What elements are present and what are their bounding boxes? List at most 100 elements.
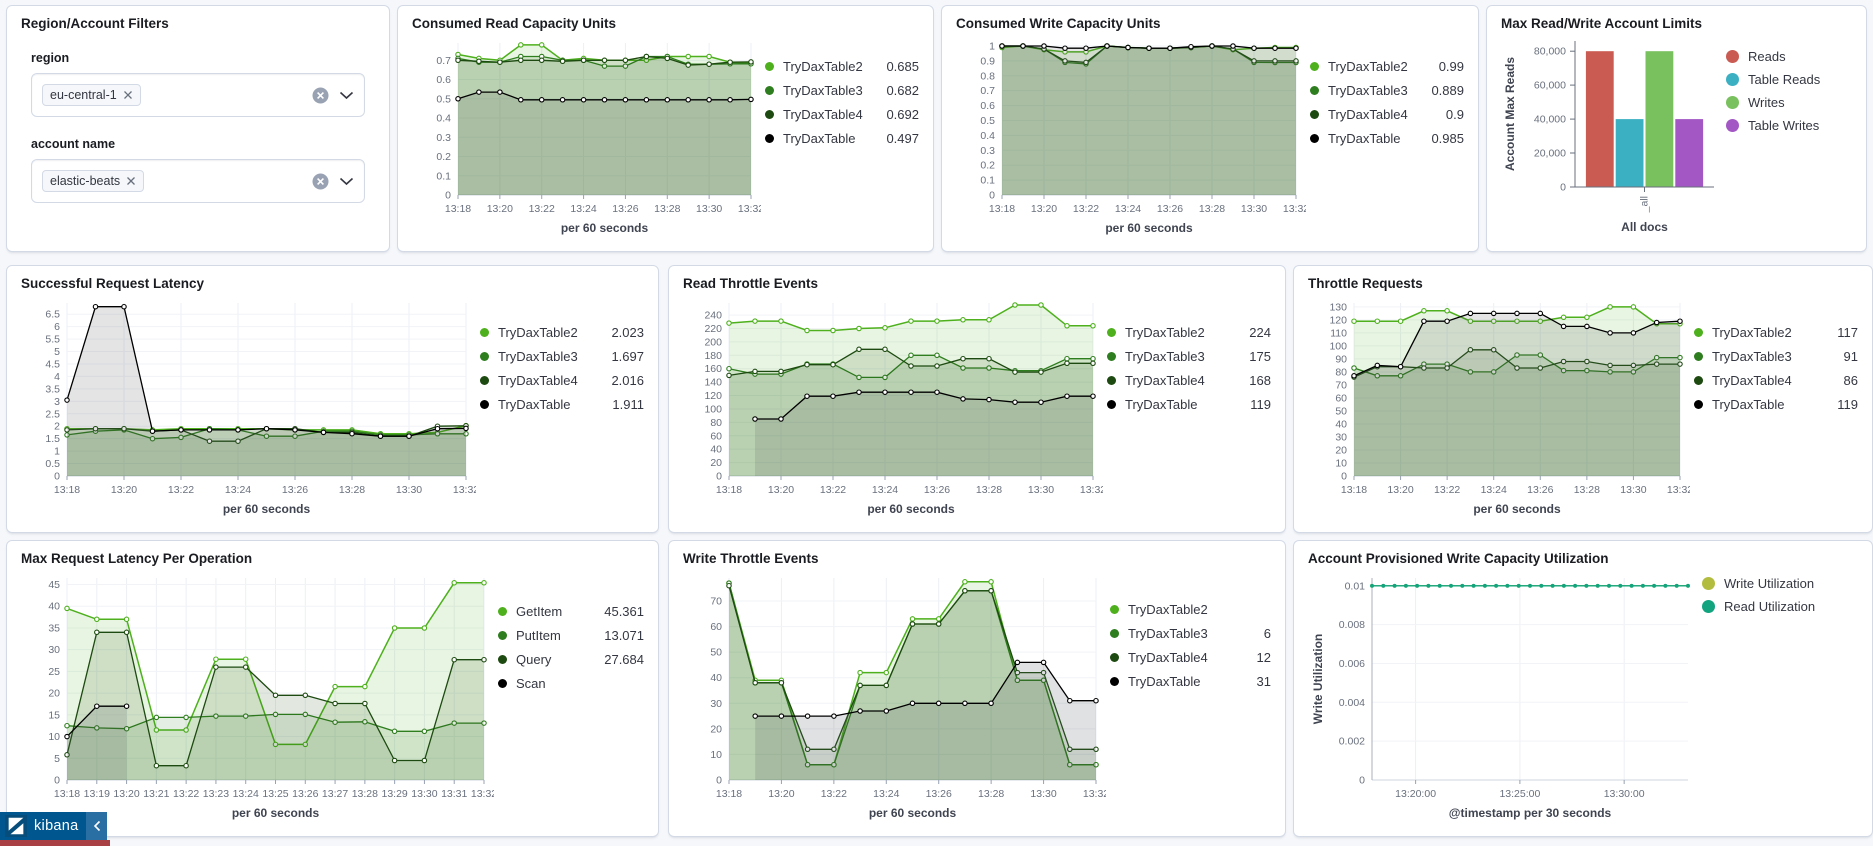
svg-text:0: 0 [54,471,60,483]
svg-text:15: 15 [48,709,60,721]
clear-selection-icon[interactable] [312,173,329,190]
svg-text:1.5: 1.5 [45,433,60,445]
legend-dot [480,400,489,409]
legend-item[interactable]: TryDaxTable3 91 [1694,349,1858,364]
legend-item[interactable]: Reads [1726,49,1852,64]
svg-text:50: 50 [710,647,722,659]
legend-item[interactable]: TryDaxTable4 2.016 [480,373,644,388]
legend-item[interactable]: TryDaxTable2 [1110,602,1271,617]
panel-title: Account Provisioned Write Capacity Utili… [1308,551,1609,566]
legend-value: 45.361 [604,604,644,619]
svg-text:90: 90 [1335,353,1347,365]
legend-label: TryDaxTable3 [1328,83,1408,98]
chevron-down-icon[interactable] [339,177,354,186]
svg-text:13:32: 13:32 [1080,484,1103,496]
legend-item[interactable]: TryDaxTable3 175 [1107,349,1271,364]
legend-item[interactable]: TryDaxTable4 0.692 [765,107,919,122]
legend-item[interactable]: TryDaxTable4 168 [1107,373,1271,388]
legend-label: GetItem [516,604,563,619]
legend-item[interactable]: Read Utilization [1702,599,1858,614]
svg-text:20: 20 [710,723,722,735]
max-read-write-limits-chart[interactable]: 0 20,000 40,000 60,000 80,000 _all All docs Acc… [1501,31,1722,243]
legend-label: TryDaxTable [1125,397,1198,412]
legend-item[interactable]: TryDaxTable4 0.9 [1310,107,1464,122]
account-name-combobox[interactable]: elastic-beats [31,159,365,203]
legend-item[interactable]: TryDaxTable2 2.023 [480,325,644,340]
region-combobox[interactable]: eu-central-1 [31,73,365,117]
legend-item[interactable]: Scan [498,676,644,691]
legend-item[interactable]: TryDaxTable4 12 [1110,650,1271,665]
legend-item[interactable]: PutItem 13.071 [498,628,644,643]
svg-text:13:25: 13:25 [262,788,288,800]
legend-dot [1726,50,1739,63]
account-name-pill[interactable]: elastic-beats [42,170,145,192]
svg-text:13:26: 13:26 [924,484,950,496]
legend-item[interactable]: TryDaxTable 0.497 [765,131,919,146]
legend-value: 27.684 [604,652,644,667]
legend-item[interactable]: TryDaxTable2 117 [1694,325,1858,340]
svg-text:0: 0 [445,190,451,202]
account-name-pill-label: elastic-beats [50,174,121,188]
legend-item[interactable]: TryDaxTable4 86 [1694,373,1858,388]
svg-text:13:24: 13:24 [233,788,259,800]
svg-text:0.1: 0.1 [980,175,995,187]
svg-text:13:18: 13:18 [989,203,1015,215]
max-request-latency-chart[interactable]: 0 5 10 15 20 25 30 35 40 45 13:18 13:19 13:20 13:21 13… [21,566,494,828]
legend-value: 0.682 [886,83,919,98]
legend-item[interactable]: TryDaxTable3 1.697 [480,349,644,364]
svg-text:30: 30 [48,644,60,656]
consumed-read-capacity-chart[interactable]: 0 0.1 0.2 0.3 0.4 0.5 0.6 0.7 13:18 13:20 13:22 13:… [412,31,761,243]
svg-text:0: 0 [716,471,722,483]
legend-value: 0.985 [1431,131,1464,146]
consumed-write-capacity-chart[interactable]: 0 0.1 0.2 0.3 0.4 0.5 0.6 0.7 0.8 0.9 1 13:18 13:20 1… [956,31,1306,243]
svg-text:13:32: 13:32 [738,203,761,215]
legend-item[interactable]: TryDaxTable3 0.889 [1310,83,1464,98]
collapse-nav-button[interactable] [86,812,107,840]
svg-text:20: 20 [48,688,60,700]
remove-pill-icon[interactable] [126,176,136,186]
legend-dot [765,62,774,71]
chart-legend: Reads Table Reads Writes Table Writes [1722,31,1852,243]
legend-value: 13.071 [604,628,644,643]
legend-item[interactable]: TryDaxTable3 0.682 [765,83,919,98]
legend-item[interactable]: Table Reads [1726,72,1852,87]
svg-text:13:29: 13:29 [382,788,408,800]
chevron-down-icon[interactable] [339,91,354,100]
remove-pill-icon[interactable] [123,90,133,100]
panel-consumed-read-capacity-units: Consumed Read Capacity Units 0 0.1 0.2 0.3 0… [397,5,934,252]
legend-item[interactable]: Query 27.684 [498,652,644,667]
legend-item[interactable]: TryDaxTable 31 [1110,674,1271,689]
legend-label: Read Utilization [1724,599,1816,614]
svg-text:13:24: 13:24 [225,484,251,496]
legend-item[interactable]: TryDaxTable 119 [1694,397,1858,412]
legend-item[interactable]: Writes [1726,95,1852,110]
legend-item[interactable]: TryDaxTable 0.985 [1310,131,1464,146]
legend-item[interactable]: TryDaxTable2 0.685 [765,59,919,74]
clear-selection-icon[interactable] [312,87,329,104]
legend-item[interactable]: TryDaxTable 1.911 [480,397,644,412]
legend-label: Reads [1748,49,1786,64]
legend-item[interactable]: GetItem 45.361 [498,604,644,619]
write-capacity-utilization-chart[interactable]: 0 0.002 0.004 0.006 0.008 0.01 13:20:00 13:25:0… [1308,566,1698,828]
write-throttle-events-chart[interactable]: 0 10 20 30 40 50 60 70 13:18 13:20 13:22 13:24 13:26… [683,566,1106,828]
successful-request-latency-chart[interactable]: 00.511.522.533.544.555.566.5 13:18 13:20 13… [21,291,476,524]
legend-dot [1110,629,1119,638]
svg-text:0.5: 0.5 [45,458,60,470]
svg-text:13:28: 13:28 [352,788,378,800]
legend-item[interactable]: Table Writes [1726,118,1852,133]
legend-dot [1694,376,1703,385]
legend-item[interactable]: TryDaxTable3 6 [1110,626,1271,641]
legend-item[interactable]: TryDaxTable2 0.99 [1310,59,1464,74]
panel-region-account-filters: Region/Account Filters region eu-central… [6,5,390,252]
legend-item[interactable]: TryDaxTable2 224 [1107,325,1271,340]
svg-text:120: 120 [704,390,722,402]
region-filter-label: region [31,51,70,65]
region-pill[interactable]: eu-central-1 [42,84,141,106]
legend-item[interactable]: TryDaxTable 119 [1107,397,1271,412]
svg-text:0.3: 0.3 [980,145,995,157]
svg-text:13:24: 13:24 [570,203,596,215]
legend-item[interactable]: Write Utilization [1702,576,1858,591]
panel-title: Write Throttle Events [683,551,819,566]
